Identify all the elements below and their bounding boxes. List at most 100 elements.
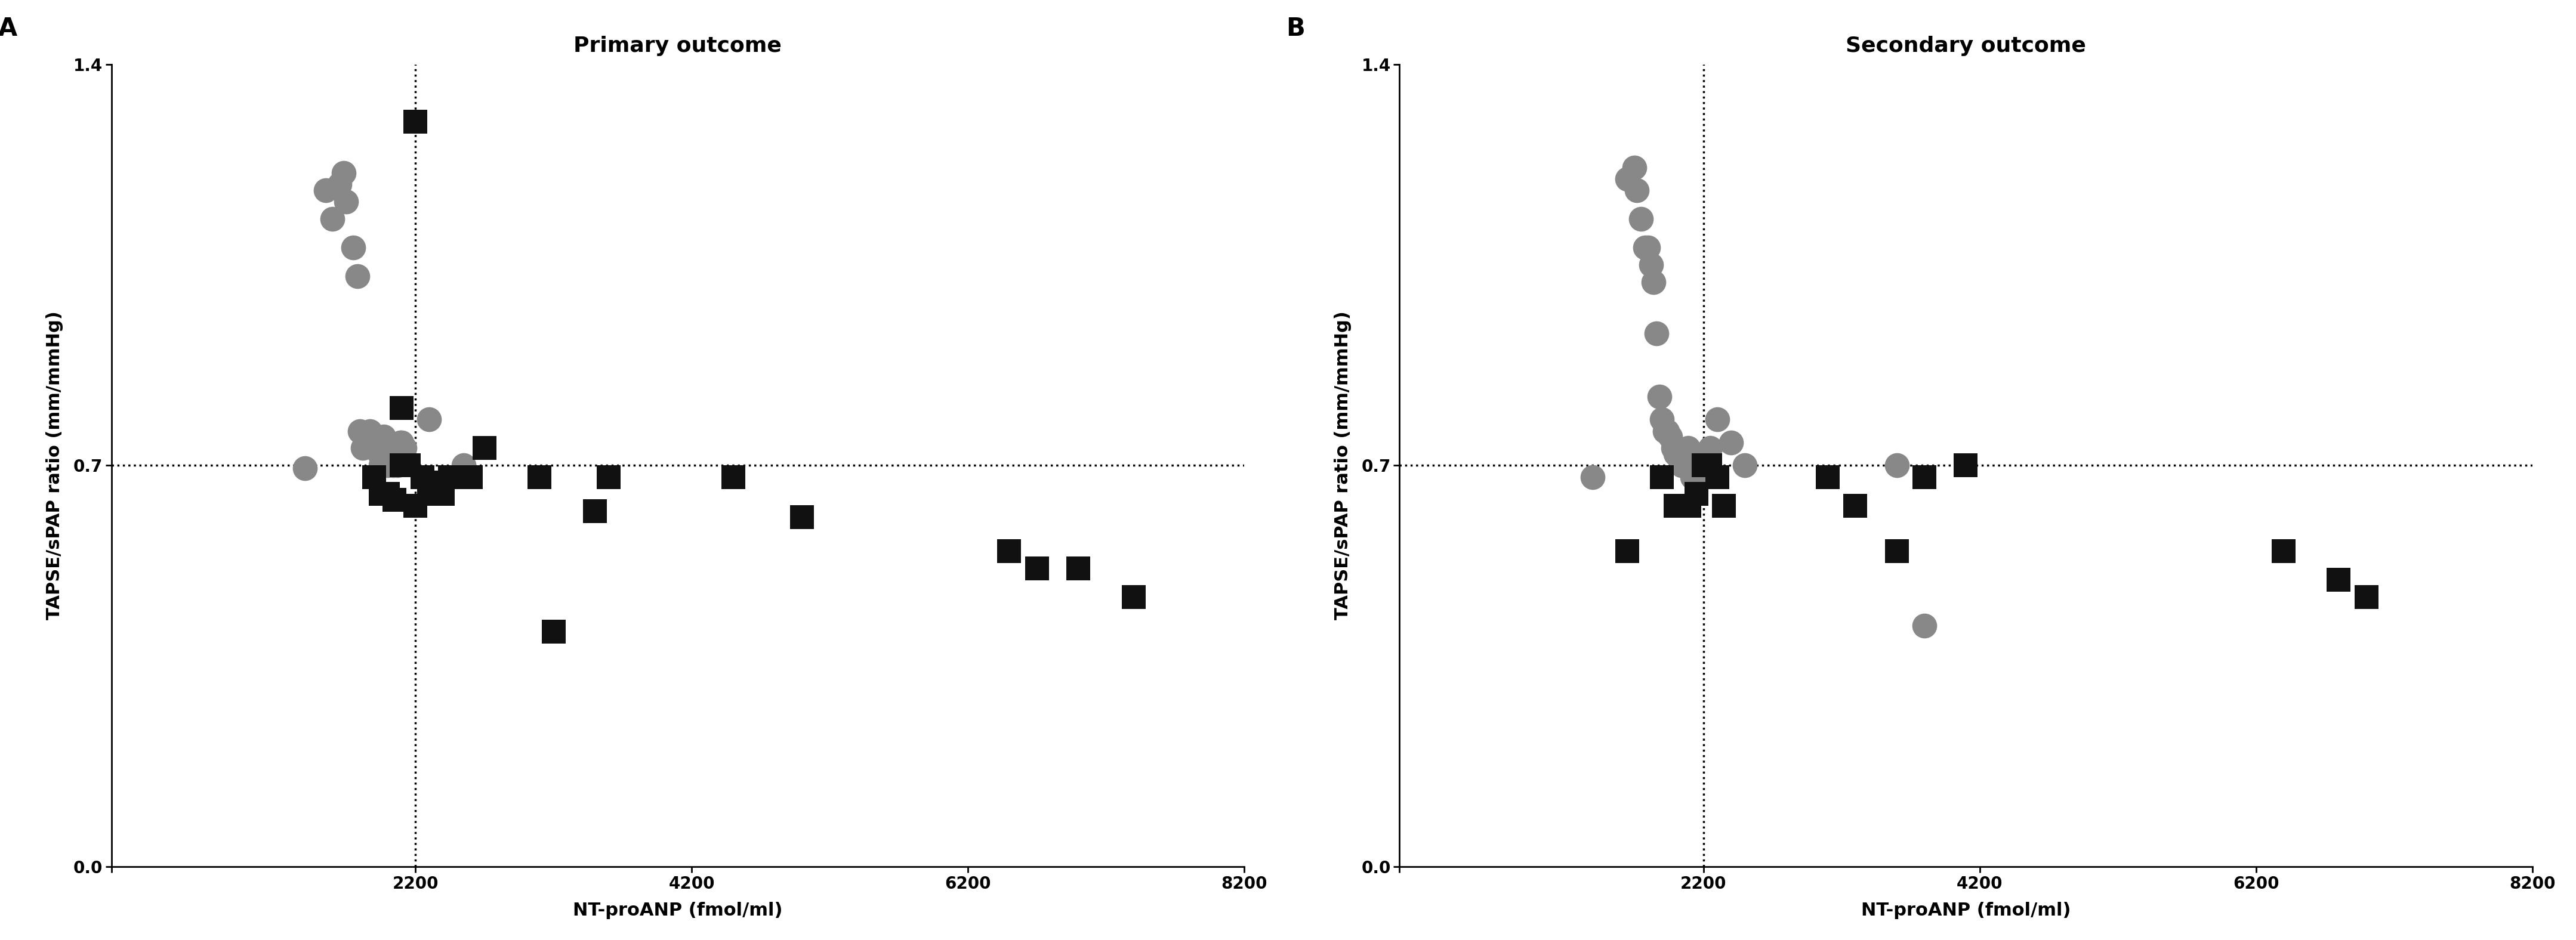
Point xyxy=(1674,469,1716,484)
Point xyxy=(1613,160,1654,175)
Point xyxy=(312,212,353,227)
Point xyxy=(368,487,410,502)
Point xyxy=(587,469,629,484)
Point xyxy=(1945,458,1986,473)
Point xyxy=(350,435,392,450)
Point xyxy=(376,458,417,473)
Point xyxy=(368,458,410,473)
Point xyxy=(322,165,363,180)
Point xyxy=(1904,469,1945,484)
Point xyxy=(1656,498,1698,513)
Title: Secondary outcome: Secondary outcome xyxy=(1844,36,2087,55)
Point xyxy=(381,435,422,450)
Point xyxy=(353,441,394,456)
Point xyxy=(1607,171,1649,186)
Point xyxy=(1631,258,1672,273)
Point xyxy=(345,435,386,450)
Point xyxy=(1667,458,1708,473)
Point xyxy=(714,469,755,484)
Point xyxy=(1664,446,1705,462)
X-axis label: NT-proANP (fmol/ml): NT-proANP (fmol/ml) xyxy=(572,902,783,919)
Point xyxy=(1703,498,1744,513)
Point xyxy=(1664,452,1705,467)
Point xyxy=(1649,430,1690,445)
Point xyxy=(574,504,616,519)
Point xyxy=(1662,458,1703,473)
Point xyxy=(2262,544,2303,559)
X-axis label: NT-proANP (fmol/ml): NT-proANP (fmol/ml) xyxy=(1860,902,2071,919)
Point xyxy=(1682,469,1723,484)
Point xyxy=(1641,412,1682,427)
Point xyxy=(343,441,384,456)
Point xyxy=(989,544,1030,559)
Point xyxy=(1656,446,1698,462)
Point xyxy=(451,469,492,484)
Point xyxy=(371,441,412,456)
Point xyxy=(374,458,415,473)
Point xyxy=(1607,544,1649,559)
Point xyxy=(379,435,420,450)
Point xyxy=(1687,458,1728,473)
Point xyxy=(435,469,477,484)
Point xyxy=(363,430,404,445)
Point xyxy=(1571,469,1613,484)
Point xyxy=(1904,619,1945,634)
Point xyxy=(1682,458,1723,473)
Point xyxy=(1628,240,1669,255)
Point xyxy=(381,400,422,415)
Point xyxy=(374,493,415,508)
Point xyxy=(1698,412,1739,427)
Point xyxy=(533,624,574,639)
Text: B: B xyxy=(1285,16,1306,41)
Point xyxy=(355,441,397,456)
Point xyxy=(402,469,443,484)
Point xyxy=(363,441,404,456)
Point xyxy=(1808,469,1850,484)
Point xyxy=(332,240,374,255)
Point xyxy=(1723,458,1765,473)
Point xyxy=(1059,561,1100,576)
Point xyxy=(1636,326,1677,341)
Point xyxy=(1677,487,1718,502)
Point xyxy=(1646,424,1687,439)
Point xyxy=(1667,441,1708,456)
Point xyxy=(1651,441,1692,456)
Title: Primary outcome: Primary outcome xyxy=(574,36,783,55)
Point xyxy=(368,446,410,462)
Point xyxy=(415,487,456,502)
Point xyxy=(1641,469,1682,484)
Point xyxy=(422,487,464,502)
Point xyxy=(410,412,451,427)
Point xyxy=(319,177,361,192)
Point xyxy=(1698,469,1739,484)
Point xyxy=(1625,240,1667,255)
Point xyxy=(1633,274,1674,290)
Point xyxy=(1643,424,1685,439)
Text: A: A xyxy=(0,16,18,41)
Point xyxy=(1669,458,1710,473)
Point xyxy=(1620,212,1662,227)
Point xyxy=(781,509,822,525)
Point xyxy=(1672,469,1713,484)
Point xyxy=(394,498,435,513)
Point xyxy=(443,458,484,473)
Point xyxy=(1618,182,1659,197)
Point xyxy=(381,458,422,473)
Point xyxy=(1113,589,1154,604)
Point xyxy=(1018,561,1059,576)
Point xyxy=(430,469,471,484)
Y-axis label: TAPSE/sPAP ratio (mm/mmHg): TAPSE/sPAP ratio (mm/mmHg) xyxy=(46,311,64,619)
Point xyxy=(283,461,325,476)
Point xyxy=(1875,458,1917,473)
Point xyxy=(350,424,392,439)
Point xyxy=(1690,458,1731,473)
Point xyxy=(1690,441,1731,456)
Point xyxy=(325,195,366,210)
Point xyxy=(337,269,379,284)
Point xyxy=(1834,498,1875,513)
Point xyxy=(353,469,394,484)
Point xyxy=(1710,435,1752,450)
Point xyxy=(340,424,381,439)
Point xyxy=(1659,446,1700,462)
Point xyxy=(410,475,451,490)
